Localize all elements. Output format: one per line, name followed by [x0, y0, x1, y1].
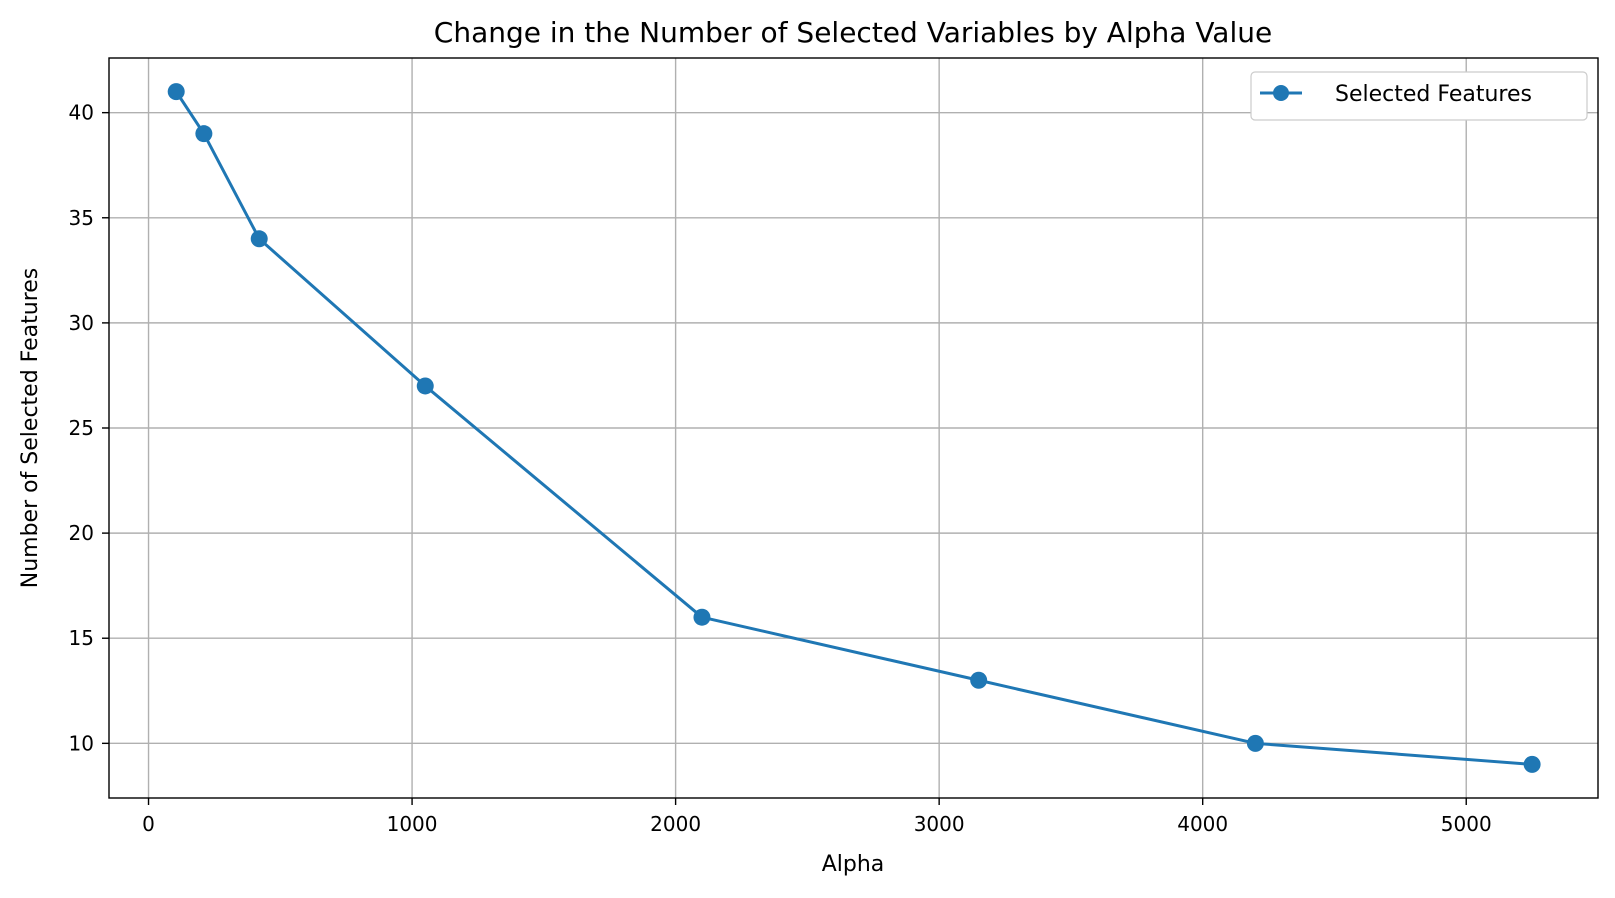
y-tick-label: 30	[69, 311, 94, 335]
y-tick-label: 25	[69, 416, 94, 440]
data-point	[693, 608, 711, 626]
x-axis-label: Alpha	[822, 852, 885, 877]
data-point	[167, 83, 185, 101]
series-layer	[167, 83, 1541, 773]
chart-title: Change in the Number of Selected Variabl…	[434, 16, 1272, 49]
y-tick-label: 10	[69, 731, 94, 755]
x-tick-label: 0	[142, 812, 155, 836]
data-point	[1246, 734, 1264, 752]
x-tick-label: 4000	[1177, 812, 1228, 836]
x-tick-label: 1000	[387, 812, 438, 836]
legend-box	[1250, 71, 1588, 121]
legend: Selected Features	[1250, 71, 1588, 121]
y-tick-label: 35	[69, 206, 94, 230]
series-line	[174, 90, 1534, 766]
legend-marker-icon	[1273, 85, 1289, 101]
x-tick-label: 5000	[1441, 812, 1492, 836]
x-tick-label: 2000	[650, 812, 701, 836]
y-tick-label: 40	[69, 101, 94, 125]
tick-layer: 0 1000 2000 3000 4000 5000 10 15 20 25 30 35 40	[69, 101, 1492, 836]
data-point	[250, 230, 268, 248]
legend-label: Selected Features	[1335, 82, 1532, 107]
data-point	[970, 671, 988, 689]
data-point	[1523, 755, 1541, 773]
y-tick-label: 20	[69, 521, 94, 545]
y-axis-label: Number of Selected Features	[18, 268, 43, 589]
data-point	[195, 125, 213, 143]
data-point	[416, 377, 434, 395]
y-tick-label: 15	[69, 626, 94, 650]
grid-layer	[109, 58, 1598, 798]
x-tick-label: 3000	[914, 812, 965, 836]
